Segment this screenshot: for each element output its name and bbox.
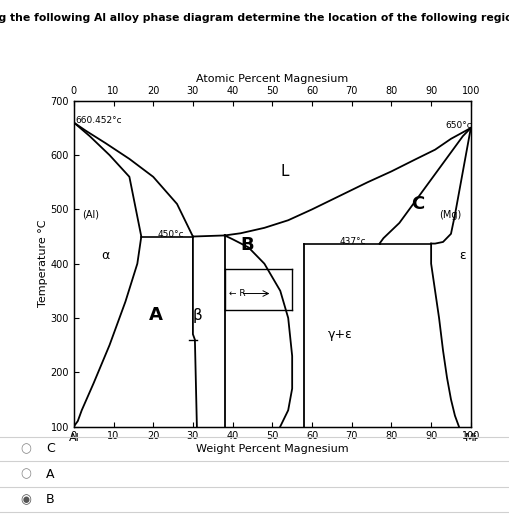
Text: L: L	[280, 164, 289, 179]
Text: 650°c: 650°c	[445, 121, 472, 130]
Text: β: β	[193, 308, 203, 323]
X-axis label: Weight Percent Magnesium: Weight Percent Magnesium	[196, 444, 349, 454]
Text: B: B	[46, 493, 54, 506]
Text: 450°c: 450°c	[157, 231, 184, 239]
Text: Al: Al	[68, 433, 79, 443]
Text: ○: ○	[20, 467, 31, 481]
Text: 660.452°c: 660.452°c	[76, 116, 123, 126]
Text: ◉: ◉	[20, 493, 31, 506]
Text: C: C	[46, 442, 54, 455]
Text: 437°c: 437°c	[340, 237, 366, 247]
Text: A: A	[149, 306, 163, 324]
Text: C: C	[411, 195, 425, 213]
Text: α: α	[102, 249, 110, 262]
Text: γ+ε: γ+ε	[328, 328, 353, 341]
Text: ε: ε	[459, 249, 466, 262]
Text: ← R: ← R	[229, 289, 245, 298]
Text: (Mg): (Mg)	[439, 210, 461, 220]
Text: B: B	[241, 236, 254, 254]
Text: A: A	[46, 467, 54, 481]
Text: ○: ○	[20, 442, 31, 455]
Text: (Al): (Al)	[82, 210, 99, 220]
X-axis label: Atomic Percent Magnesium: Atomic Percent Magnesium	[196, 74, 349, 84]
Text: Mi: Mi	[464, 433, 477, 443]
Y-axis label: Temperature °C: Temperature °C	[38, 220, 48, 308]
Text: Using the following Al alloy phase diagram determine the location of the followi: Using the following Al alloy phase diagr…	[0, 13, 509, 23]
